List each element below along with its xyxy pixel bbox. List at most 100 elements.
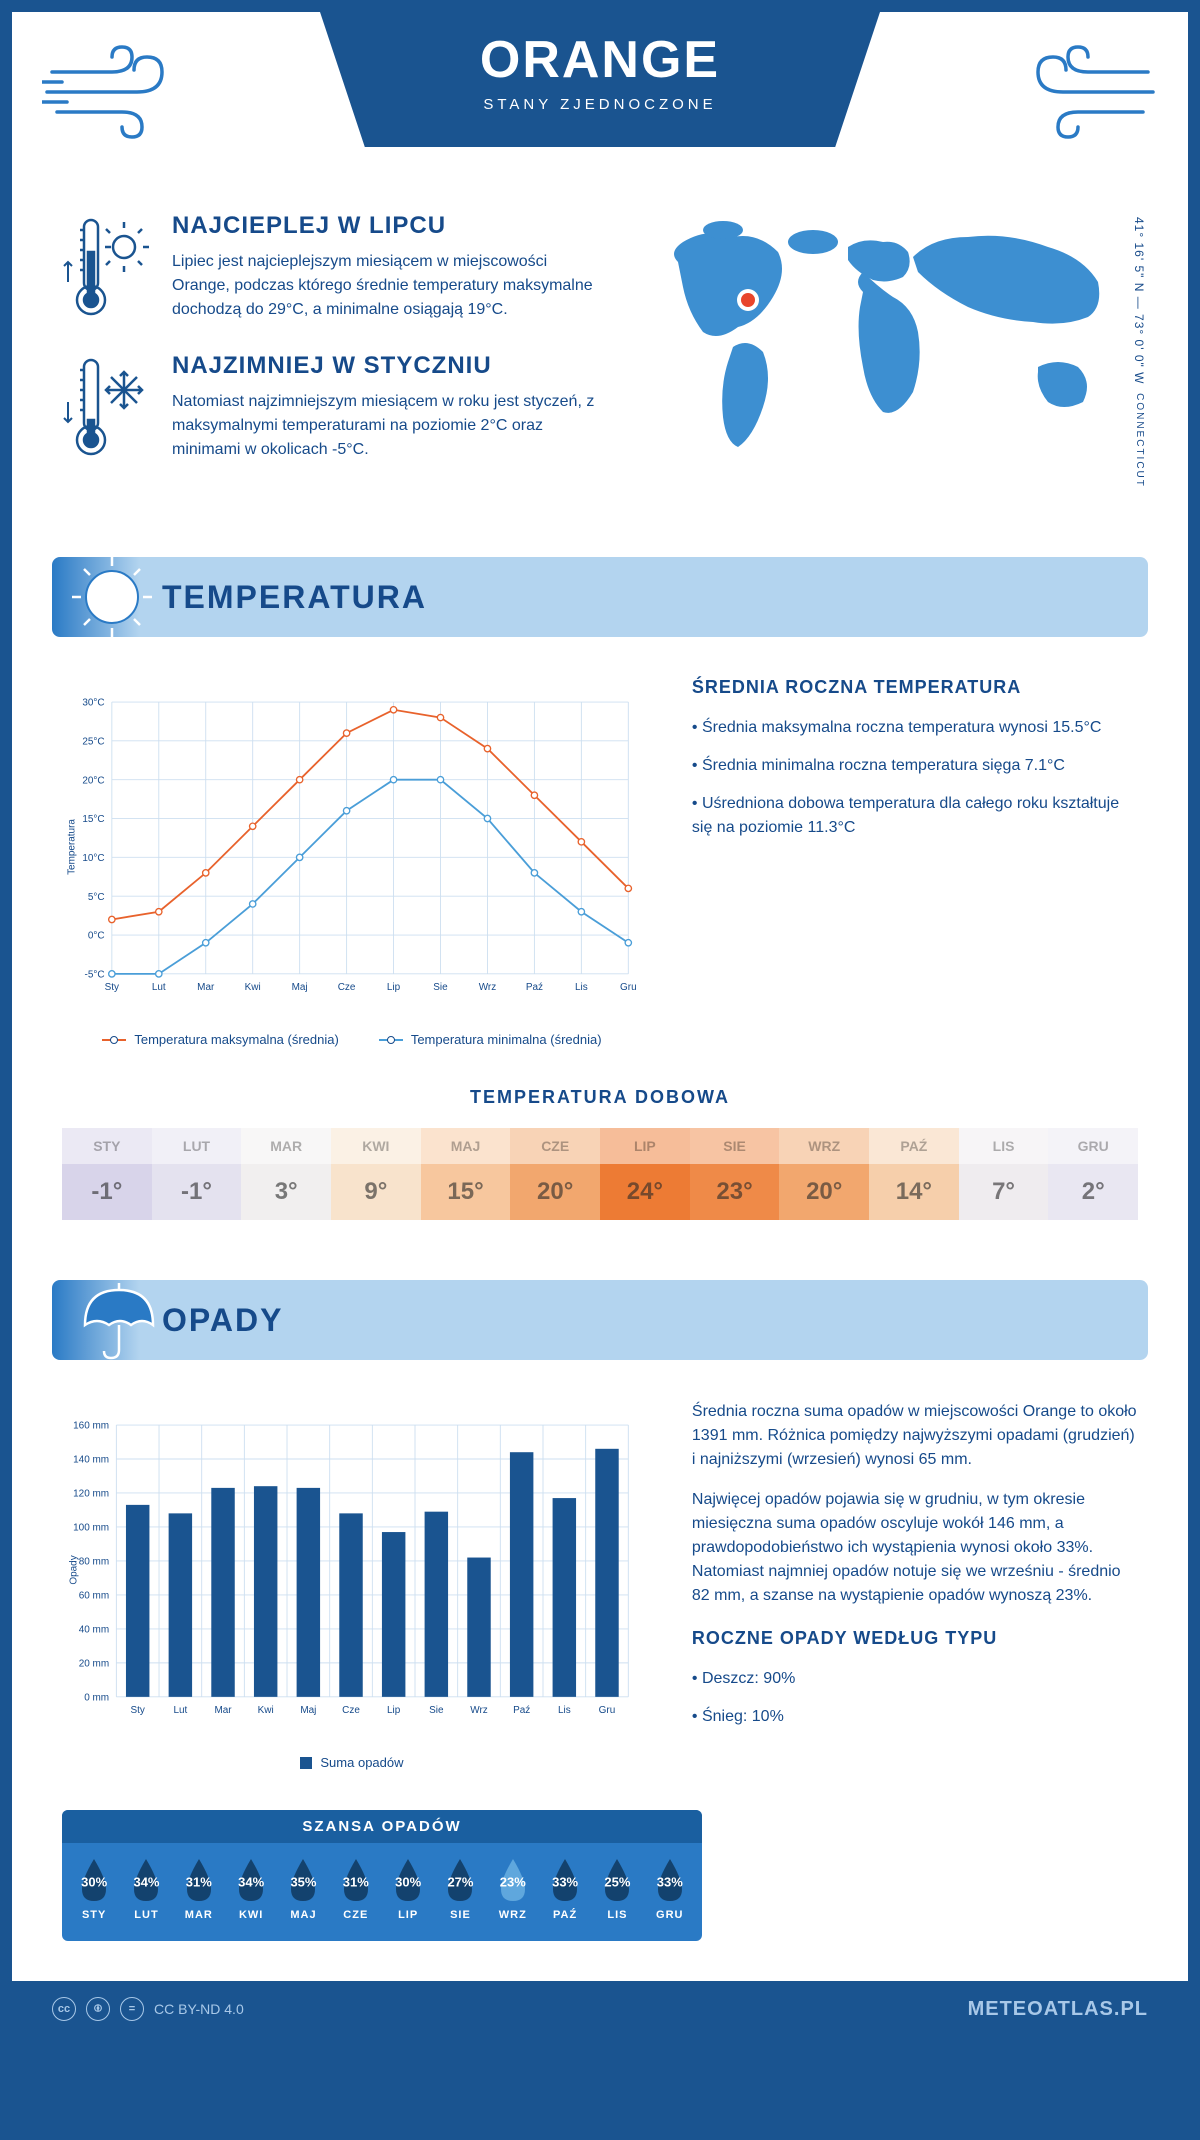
chance-title: SZANSA OPADÓW [62,1810,702,1843]
temp-chart-legend: Temperatura maksymalna (średnia) Tempera… [62,1032,642,1047]
rain-type-item: Deszcz: 90% [692,1667,1138,1691]
svg-text:-5°C: -5°C [85,969,105,980]
svg-text:Lis: Lis [575,982,588,993]
temp-cell: LUT-1° [152,1128,242,1220]
chance-drop: 33%PAŹ [545,1855,585,1921]
site-name: METEOATLAS.PL [968,1998,1148,2021]
hottest-text: Lipiec jest najcieplejszym miesiącem w m… [172,250,598,322]
page-subtitle: STANY ZJEDNOCZONE [380,96,820,113]
svg-text:Gru: Gru [620,982,637,993]
temp-cell: PAŹ14° [869,1128,959,1220]
header: ORANGE STANY ZJEDNOCZONE [12,12,1188,192]
rain-type-list: Deszcz: 90% Śnieg: 10% [692,1667,1138,1729]
svg-text:40 mm: 40 mm [79,1625,109,1636]
svg-text:140 mm: 140 mm [73,1455,109,1466]
svg-text:Maj: Maj [292,982,308,993]
coldest-title: NAJZIMNIEJ W STYCZNIU [172,352,598,380]
nd-icon: = [120,1997,144,2021]
license-text: CC BY-ND 4.0 [154,2001,244,2017]
svg-text:Temperatura: Temperatura [67,819,78,875]
by-icon: 🅯 [86,1997,110,2021]
svg-text:Lut: Lut [173,1705,187,1716]
footer: cc 🅯 = CC BY-ND 4.0 METEOATLAS.PL [12,1981,1188,2037]
svg-text:80 mm: 80 mm [79,1557,109,1568]
svg-text:Sty: Sty [131,1705,145,1716]
svg-text:Sie: Sie [429,1705,444,1716]
coldest-block: NAJZIMNIEJ W STYCZNIU Natomiast najzimni… [62,352,598,462]
svg-text:5°C: 5°C [88,892,105,903]
avg-temp-item: Uśredniona dobowa temperatura dla całego… [692,792,1138,840]
chance-drop: 31%CZE [336,1855,376,1921]
rain-title: OPADY [162,1302,283,1339]
avg-temp-item: Średnia maksymalna roczna temperatura wy… [692,716,1138,740]
svg-text:Wrz: Wrz [470,1705,488,1716]
avg-temp-title: ŚREDNIA ROCZNA TEMPERATURA [692,677,1138,698]
svg-text:Opady: Opady [68,1555,79,1584]
svg-text:Sie: Sie [433,982,448,993]
svg-text:25°C: 25°C [82,736,104,747]
temperature-title: TEMPERATURA [162,579,427,616]
svg-text:0°C: 0°C [88,931,105,942]
chance-drop: 25%LIS [597,1855,637,1921]
world-map [638,212,1138,492]
rain-type-item: Śnieg: 10% [692,1705,1138,1729]
svg-text:30°C: 30°C [82,698,104,709]
thermometer-cold-icon [62,352,152,462]
rain-p1: Średnia roczna suma opadów w miejscowośc… [692,1400,1138,1472]
chance-drop: 23%WRZ [493,1855,533,1921]
svg-text:Sty: Sty [105,982,119,993]
wind-icon [42,42,182,142]
rain-chart-legend: Suma opadów [62,1755,642,1770]
hottest-block: NAJCIEPLEJ W LIPCU Lipiec jest najcieple… [62,212,598,322]
avg-temp-item: Średnia minimalna roczna temperatura się… [692,754,1138,778]
svg-text:Lis: Lis [558,1705,571,1716]
temperature-header: TEMPERATURA [52,557,1148,637]
svg-text:100 mm: 100 mm [73,1523,109,1534]
chance-drop: 27%SIE [440,1855,480,1921]
temp-cell: MAR3° [241,1128,331,1220]
svg-text:Lip: Lip [387,982,401,993]
daily-temp-title: TEMPERATURA DOBOWA [62,1087,1138,1108]
chance-drop: 30%STY [74,1855,114,1921]
title-banner: ORANGE STANY ZJEDNOCZONE [320,12,880,147]
chance-drop: 31%MAR [179,1855,219,1921]
svg-text:160 mm: 160 mm [73,1421,109,1432]
wind-icon [1018,42,1158,142]
temperature-line-chart: -5°C0°C5°C10°C15°C20°C25°C30°CStyLutMarK… [62,677,642,1017]
avg-temp-list: Średnia maksymalna roczna temperatura wy… [692,716,1138,840]
svg-text:Mar: Mar [197,982,215,993]
cc-icon: cc [52,1997,76,2021]
svg-text:Lut: Lut [152,982,166,993]
temp-cell: WRZ20° [779,1128,869,1220]
svg-text:Maj: Maj [300,1705,316,1716]
rain-type-title: ROCZNE OPADY WEDŁUG TYPU [692,1628,1138,1649]
svg-text:Lip: Lip [387,1705,401,1716]
temp-cell: LIP24° [600,1128,690,1220]
chance-drop: 34%LUT [126,1855,166,1921]
svg-text:0 mm: 0 mm [84,1692,109,1703]
daily-temp-table: STY-1°LUT-1°MAR3°KWI9°MAJ15°CZE20°LIP24°… [62,1128,1138,1220]
svg-text:Paź: Paź [526,982,543,993]
svg-text:120 mm: 120 mm [73,1489,109,1500]
chance-drop: 35%MAJ [283,1855,323,1921]
coldest-text: Natomiast najzimniejszym miesiącem w rok… [172,390,598,462]
svg-text:Kwi: Kwi [245,982,261,993]
temp-cell: CZE20° [510,1128,600,1220]
svg-text:20°C: 20°C [82,775,104,786]
svg-text:Mar: Mar [214,1705,232,1716]
svg-text:20 mm: 20 mm [79,1659,109,1670]
svg-text:Wrz: Wrz [479,982,497,993]
temp-cell: SIE23° [690,1128,780,1220]
page-title: ORANGE [380,30,820,90]
chance-drop: 34%KWI [231,1855,271,1921]
temp-cell: GRU2° [1048,1128,1138,1220]
svg-text:Kwi: Kwi [258,1705,274,1716]
rain-p2: Najwięcej opadów pojawia się w grudniu, … [692,1488,1138,1608]
temp-cell: LIS7° [959,1128,1049,1220]
sun-icon [67,552,157,642]
chance-drop: 33%GRU [650,1855,690,1921]
svg-text:Gru: Gru [599,1705,616,1716]
rain-bar-chart: 0 mm20 mm40 mm60 mm80 mm100 mm120 mm140 … [62,1400,642,1740]
temp-cell: KWI9° [331,1128,421,1220]
hottest-title: NAJCIEPLEJ W LIPCU [172,212,598,240]
